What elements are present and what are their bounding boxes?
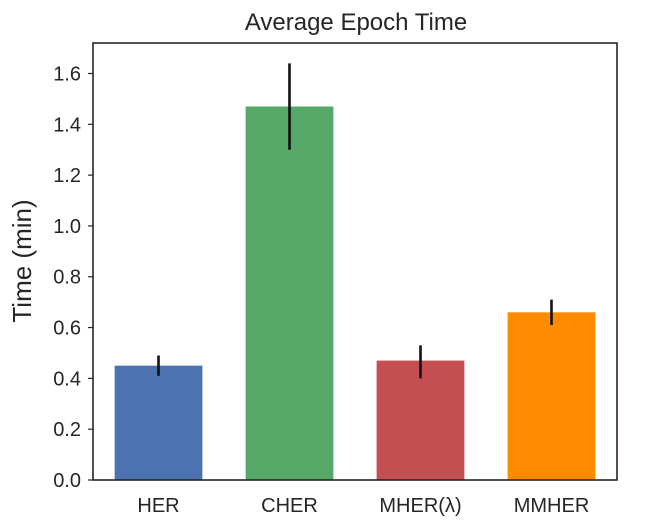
y-tick-label-7: 1.4 <box>53 114 81 136</box>
y-tick-label-8: 1.6 <box>53 63 81 85</box>
bar-2 <box>376 360 465 480</box>
y-axis-label: Time (min) <box>7 199 37 322</box>
x-tick-label-1: CHER <box>261 495 318 517</box>
y-tick-label-2: 0.4 <box>53 368 81 390</box>
y-tick-label-4: 0.8 <box>53 267 81 289</box>
y-axis-ticks: 0.0 0.2 0.4 0.6 0.8 1.0 1.2 1.4 1.6 <box>53 63 93 492</box>
plot-area <box>114 63 596 480</box>
plot-frame <box>92 42 618 481</box>
y-tick-label-1: 0.2 <box>53 419 81 441</box>
x-tick-label-2: MHER(λ) <box>379 495 461 517</box>
y-tick-label-0: 0.0 <box>53 470 81 492</box>
chart-title: Average Epoch Time <box>245 9 467 36</box>
bar-0 <box>114 365 203 480</box>
x-tick-label-0: HER <box>137 495 179 517</box>
x-tick-label-3: MMHER <box>514 495 590 517</box>
x-axis-ticks: HER CHER MHER(λ) MMHER <box>137 495 589 517</box>
y-tick-label-3: 0.6 <box>53 318 81 340</box>
y-tick-label-6: 1.2 <box>53 165 81 187</box>
bar-3 <box>507 312 596 480</box>
bar-1 <box>245 106 334 480</box>
y-tick-label-5: 1.0 <box>53 216 81 238</box>
